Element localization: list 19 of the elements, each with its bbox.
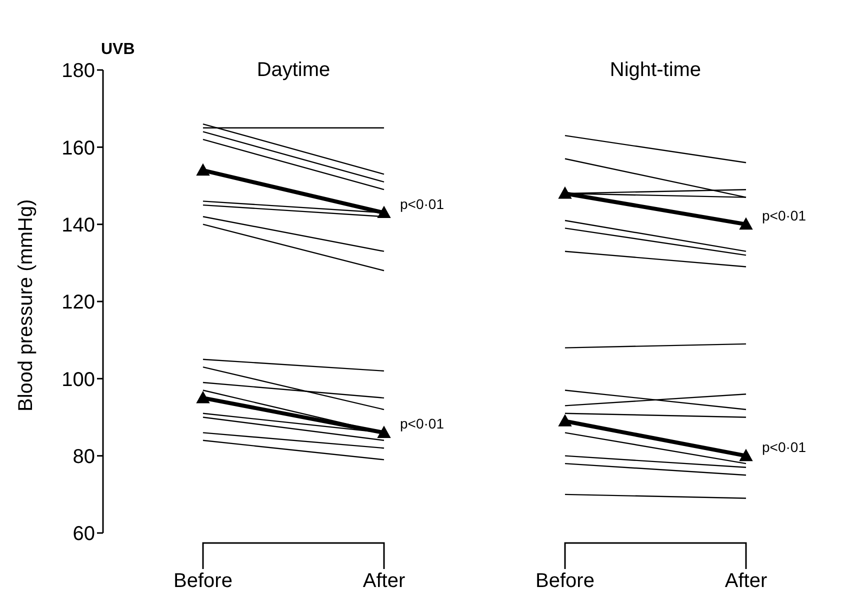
y-tick-label: 160: [62, 137, 95, 160]
y-tick-label: 80: [72, 446, 95, 468]
y-tick-label: 120: [62, 292, 95, 314]
chart-title: UVB: [101, 41, 135, 58]
x-tick-label: Before: [536, 570, 594, 592]
y-tick-label: 180: [62, 60, 95, 82]
annotation: p<0·01: [762, 207, 806, 224]
annotation: Daytime: [256, 59, 330, 81]
y-axis-title: Blood pressure (mmHg): [15, 199, 38, 412]
y-tick-label: 140: [62, 214, 95, 236]
x-tick-label: Before: [174, 570, 232, 592]
x-tick-label: After: [724, 570, 768, 592]
y-tick-label: 100: [62, 368, 95, 391]
x-tick-label: After: [362, 570, 406, 592]
annotation: Night-time: [610, 59, 702, 81]
annotation: p<0·01: [400, 196, 444, 212]
y-tick-label: 60: [72, 523, 95, 546]
annotation: p<0·01: [762, 438, 806, 455]
annotation: p<0·01: [400, 416, 444, 432]
